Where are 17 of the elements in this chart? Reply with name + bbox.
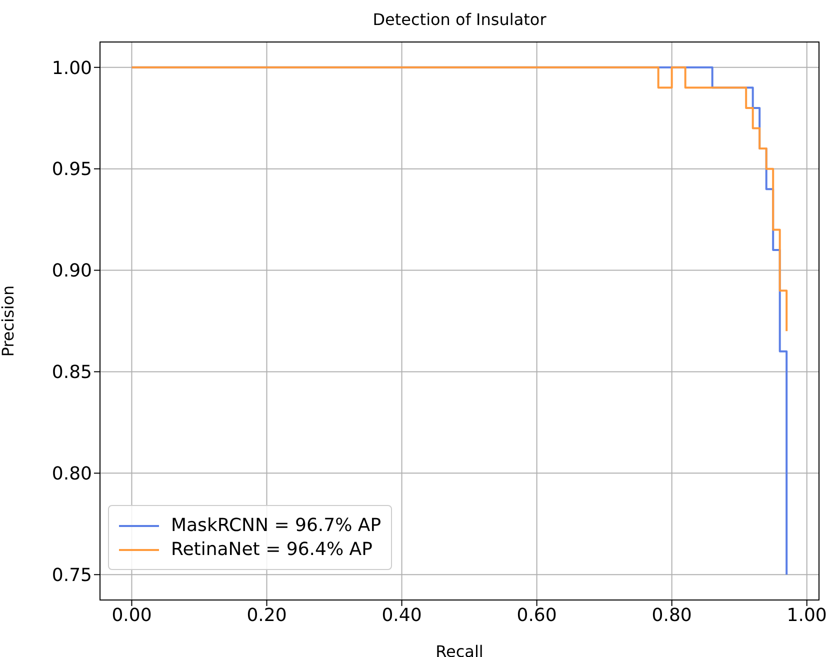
legend-label: MaskRCNN = 96.7% AP: [171, 515, 382, 536]
y-tick-label: 0.90: [52, 260, 92, 282]
x-tick-label: 0.20: [246, 604, 287, 626]
y-tick-label: 0.75: [52, 565, 92, 586]
legend-label: RetinaNet = 96.4% AP: [171, 539, 372, 560]
x-axis-title: Recall: [436, 642, 484, 657]
chart-title: Detection of Insulator: [372, 10, 548, 29]
x-tick-label: 1.00: [786, 604, 827, 626]
y-axis-title: Precision: [0, 285, 18, 357]
y-tick-label: 1.00: [52, 58, 92, 79]
x-tick-label: 0.40: [382, 604, 422, 626]
y-tick-label: 0.95: [52, 159, 92, 180]
y-tick-label: 0.80: [52, 464, 92, 485]
y-tick-label: 0.85: [52, 362, 92, 384]
x-tick-label: 0.00: [112, 604, 152, 626]
x-tick-label: 0.80: [652, 604, 692, 626]
x-tick-label: 0.60: [516, 604, 557, 626]
